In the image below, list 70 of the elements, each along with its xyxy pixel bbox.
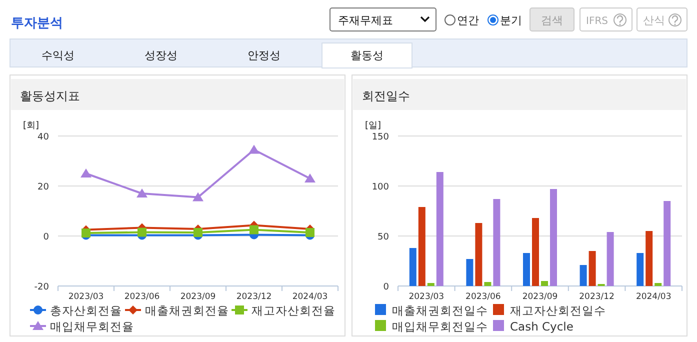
- bar: [466, 259, 474, 286]
- text: 수익성: [42, 49, 74, 62]
- text: 검색: [541, 14, 563, 27]
- x-tick-label: 2023/06: [466, 292, 501, 302]
- text: IFRS: [586, 16, 608, 27]
- x-tick-label: 2024/03: [636, 292, 672, 302]
- bar: [475, 223, 482, 286]
- chart-title: 회전일수: [362, 89, 410, 103]
- bar: [484, 282, 492, 286]
- bar: [541, 281, 548, 286]
- x-tick-label: 2023/09: [180, 292, 216, 302]
- y-tick-label: 100: [372, 182, 390, 192]
- bar: [654, 283, 662, 286]
- text: 성장성: [144, 49, 178, 62]
- text: 연간: [457, 14, 479, 27]
- point: [136, 188, 148, 198]
- point: [250, 225, 258, 234]
- x-tick-label: 2024/03: [292, 292, 328, 302]
- point: [194, 228, 202, 237]
- bar: [418, 207, 426, 286]
- text: 투자분석: [11, 16, 63, 31]
- bar: [580, 265, 587, 286]
- legend-label: 재고자산회전율: [252, 304, 336, 318]
- legend-label: 매출채권회전일수: [392, 304, 488, 318]
- bar: [550, 189, 557, 286]
- chart-title: 활동성지표: [20, 89, 80, 103]
- bar: [409, 248, 416, 286]
- legend-label: 총자산회전율: [50, 304, 122, 318]
- y-axis-title: [회]: [23, 121, 40, 131]
- bar: [427, 283, 434, 286]
- point: [80, 168, 92, 178]
- bar: [523, 253, 530, 286]
- text: 안정성: [248, 49, 280, 62]
- legend-label: Cash Cycle: [510, 320, 574, 334]
- point: [192, 192, 204, 202]
- y-tick-label: 0: [43, 232, 50, 242]
- text: 주재무제표: [338, 14, 393, 27]
- bar: [606, 232, 614, 286]
- legend-label: 매입채무회전일수: [392, 320, 488, 334]
- legend-label: 매출채권회전율: [145, 304, 229, 318]
- bar: [493, 199, 500, 286]
- y-tick-label: 50: [378, 232, 390, 242]
- bar: [532, 218, 539, 286]
- legend-label: 재고자산회전일수: [510, 304, 606, 318]
- bar: [436, 172, 444, 286]
- text: 분기: [500, 14, 522, 27]
- y-tick-label: 20: [38, 182, 50, 192]
- bar: [636, 253, 644, 286]
- point: [306, 228, 314, 237]
- y-tick-label: -20: [34, 282, 50, 292]
- text: 활동성: [350, 49, 384, 62]
- x-tick-label: 2023/12: [579, 292, 614, 302]
- point: [82, 228, 90, 238]
- x-tick-label: 2023/06: [124, 292, 160, 302]
- x-tick-label: 2023/12: [236, 292, 272, 302]
- bar: [646, 231, 653, 286]
- y-axis-title: [일]: [365, 121, 382, 131]
- bar: [664, 201, 671, 286]
- point: [138, 228, 146, 237]
- text: 산식: [643, 14, 665, 27]
- x-tick-label: 2023/09: [522, 292, 558, 302]
- y-tick-label: 150: [372, 132, 390, 142]
- x-tick-label: 2023/03: [408, 292, 444, 302]
- bar: [588, 251, 596, 286]
- y-tick-label: 0: [383, 282, 390, 292]
- y-tick-label: 40: [38, 132, 50, 142]
- point: [304, 174, 316, 182]
- legend-label: 매입채무회전율: [50, 320, 134, 334]
- x-tick-label: 2023/03: [68, 292, 104, 302]
- point: [248, 144, 260, 154]
